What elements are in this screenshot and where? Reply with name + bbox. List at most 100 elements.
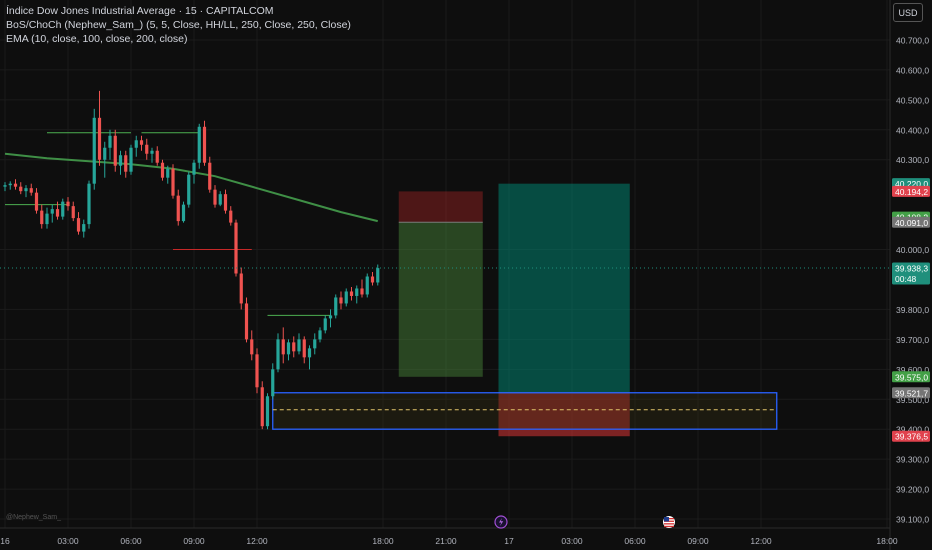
candle-body [76, 218, 81, 232]
candle-body [297, 339, 301, 352]
candle-body [271, 369, 275, 397]
candle-body [339, 297, 343, 304]
candle-body [145, 144, 149, 154]
candle-body [24, 188, 28, 192]
demand-zone-box [272, 392, 778, 430]
lightning-icon [494, 515, 508, 529]
candle-body [13, 183, 18, 187]
time-tick-label: 09:00 [183, 536, 205, 546]
price-label-text: 39.938,3 [895, 264, 928, 274]
us-flag-icon [663, 516, 675, 528]
candle-body [260, 387, 264, 427]
candle-body [349, 291, 354, 296]
price-tick-label: 39.800,0 [896, 305, 929, 315]
candle-body [355, 288, 359, 296]
candle-body [139, 140, 144, 145]
candle-body [71, 206, 75, 219]
candle-body [108, 135, 112, 148]
price-tick-label: 40.500,0 [896, 95, 929, 105]
candle-body [160, 162, 165, 178]
price-tick-label: 39.200,0 [896, 485, 929, 495]
candle-body [213, 189, 217, 205]
price-label-text: 40.220,0 [895, 179, 928, 189]
candle-body [323, 318, 327, 331]
price-tick-label: 40.000,0 [896, 245, 929, 255]
candle-body [276, 339, 280, 370]
candle-body [29, 188, 33, 193]
candle-body [223, 194, 228, 211]
price-label-badge [892, 262, 930, 285]
candle-body [166, 168, 170, 178]
candle-body [281, 339, 285, 355]
candle-body [176, 195, 180, 222]
price-tick-label: 40.600,0 [896, 65, 929, 75]
flag-stripe [664, 525, 674, 528]
candle-body [376, 268, 380, 283]
candle-body [365, 276, 369, 295]
candle-body [171, 168, 175, 196]
candle-body [134, 140, 138, 148]
position-2-target-zone [498, 183, 630, 393]
price-tick-label: 40.400,0 [896, 125, 929, 135]
candle-body [113, 135, 117, 166]
currency-button[interactable]: USD [893, 3, 923, 22]
candle-body [118, 155, 123, 166]
candle-body [255, 354, 259, 388]
ema-200-line [4, 152, 378, 223]
candle-body [3, 185, 7, 187]
indicator-bos-label: BoS/ChoCh (Nephew_Sam_) (5, 5, Close, HH… [6, 19, 351, 31]
candle-body [218, 194, 222, 205]
candle-body [124, 155, 128, 172]
candle-body [313, 339, 317, 349]
candle-body [181, 204, 186, 222]
price-tick-label: 39.400,0 [896, 425, 929, 435]
time-tick-label: 18:00 [876, 536, 898, 546]
time-tick-label: 21:00 [435, 536, 457, 546]
candle-body [87, 183, 91, 225]
price-tick-label: 40.300,0 [896, 155, 929, 165]
candle-body [103, 147, 107, 160]
position-1-stop-zone [398, 222, 483, 377]
time-tick-label: 03:00 [561, 536, 583, 546]
candle-body [8, 183, 12, 186]
candle-body [45, 213, 49, 225]
author-watermark: @Nephew_Sam_ [6, 514, 61, 521]
time-tick-label: 17 [504, 536, 514, 546]
price-label-text: 40.091,0 [895, 218, 928, 228]
candle-body [55, 209, 60, 217]
price-tick-label: 39.500,0 [896, 395, 929, 405]
candle-body [318, 330, 322, 340]
candle-body [61, 201, 65, 217]
candle-body [229, 210, 233, 223]
candle-body [286, 342, 291, 355]
candle-body [360, 288, 364, 295]
time-tick-label: 12:00 [246, 536, 268, 546]
candle-body [155, 150, 159, 163]
flag-canton [664, 517, 669, 522]
candle-body [208, 162, 212, 190]
candle-body [129, 147, 133, 172]
candle-body [302, 339, 306, 358]
price-label-text: 40.194,2 [895, 187, 928, 197]
price-label-text: 39.521,7 [895, 388, 928, 398]
candle-body [292, 342, 296, 352]
chart-title: Índice Dow Jones Industrial Average · 15… [6, 5, 274, 17]
candle-body [34, 192, 39, 211]
candle-body [244, 303, 249, 340]
position-1-target-zone [398, 191, 483, 223]
time-tick-label: 12:00 [750, 536, 772, 546]
price-label-badge [892, 371, 930, 383]
candle-body [307, 348, 312, 358]
candle-body [150, 150, 154, 154]
candle-body [250, 339, 254, 355]
candle-body [265, 396, 270, 427]
candle-body [328, 315, 333, 319]
candle-body [50, 209, 54, 214]
lightning-bolt [499, 518, 504, 526]
indicator-ema-label: EMA (10, close, 100, close, 200, close) [6, 33, 188, 45]
price-label-text: 39.575,0 [895, 372, 928, 382]
price-tick-label: 39.100,0 [896, 515, 929, 525]
time-tick-label: 03:00 [57, 536, 79, 546]
candle-body [334, 297, 338, 316]
